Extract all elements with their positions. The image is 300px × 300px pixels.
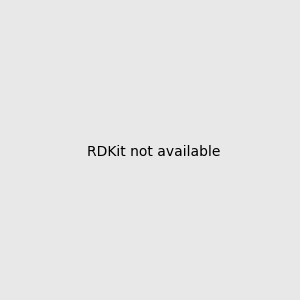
- Text: RDKit not available: RDKit not available: [87, 145, 220, 158]
